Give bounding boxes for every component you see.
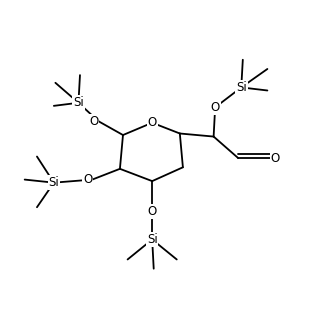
Text: O: O	[83, 173, 92, 186]
Text: O: O	[147, 116, 157, 129]
Text: Si: Si	[236, 81, 247, 94]
Text: Si: Si	[73, 96, 84, 109]
Text: O: O	[210, 101, 220, 114]
Text: Si: Si	[147, 233, 158, 246]
Text: O: O	[147, 205, 157, 218]
Text: O: O	[89, 115, 98, 128]
Text: Si: Si	[48, 176, 59, 189]
Text: O: O	[271, 152, 280, 165]
